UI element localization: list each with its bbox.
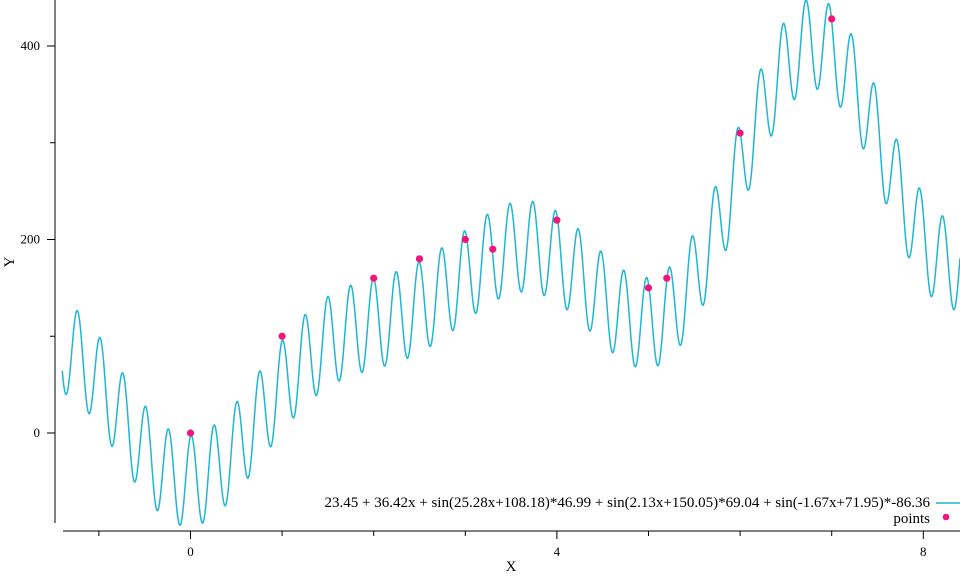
data-point — [736, 129, 744, 137]
data-point — [489, 245, 497, 253]
legend-label-points: points — [893, 511, 930, 527]
x-tick-label: 8 — [920, 544, 927, 559]
x-axis-title: X — [506, 559, 517, 575]
legend-label-curve: 23.45 + 36.42x + sin(25.28x+108.18)*46.9… — [325, 495, 931, 511]
y-tick-label: 200 — [21, 232, 41, 247]
x-tick-label: 0 — [187, 544, 194, 559]
curve-line — [61, 0, 960, 527]
data-point — [828, 15, 836, 23]
y-ticks: 0 200 400 — [21, 38, 55, 440]
data-point — [461, 235, 469, 244]
data-point — [415, 255, 424, 263]
x-tick-label: 4 — [554, 544, 561, 559]
data-point — [186, 429, 195, 437]
legend-swatch-points — [942, 513, 950, 521]
x-ticks: 0 4 8 — [98, 531, 927, 559]
y-tick-label: 0 — [34, 425, 41, 440]
data-point — [278, 332, 286, 340]
data-point — [663, 274, 671, 282]
y-tick-label: 400 — [21, 38, 41, 53]
data-point — [644, 284, 653, 292]
axes — [54, 0, 960, 532]
data-point — [553, 216, 561, 224]
y-axis-title: Y — [2, 256, 18, 267]
data-point — [370, 274, 378, 282]
series-layer — [61, 0, 960, 527]
legend: 23.45 + 36.42x + sin(25.28x+108.18)*46.9… — [325, 495, 960, 527]
